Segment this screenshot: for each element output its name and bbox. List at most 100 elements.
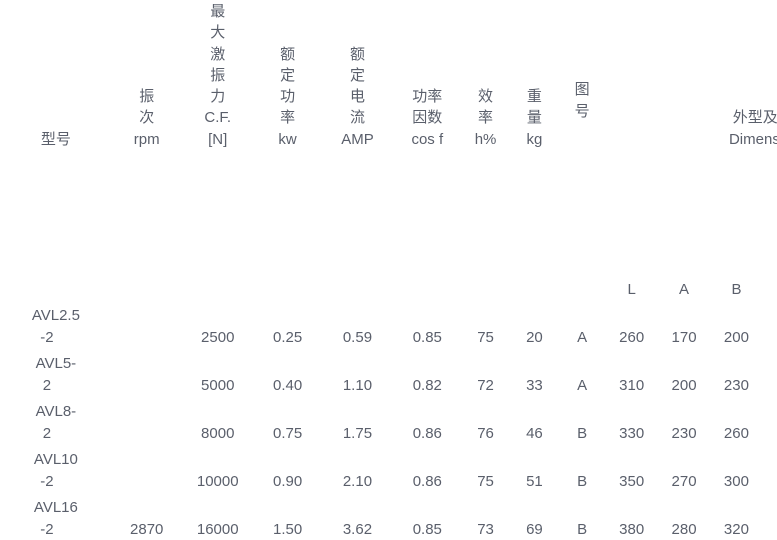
model-line-1: AVL10	[33, 451, 78, 469]
cell-dim-A: 170	[671, 328, 697, 346]
table-body: AVL2.5 -2 2870 2500 0.25 0.59 0.85 75 20…	[0, 300, 777, 540]
header-centrifugal-force: 最 大 激 振 力 C.F. [N]	[182, 0, 254, 150]
cell-model: AVL16 -2	[0, 492, 112, 540]
cell-dim-A: 270	[671, 472, 697, 490]
header-dimension-C: C	[763, 150, 777, 300]
cell-model: AVL8- 2	[0, 396, 112, 444]
model-line-1: AVL8-	[35, 403, 77, 421]
cell-weight: 46	[526, 424, 543, 442]
header-model: 型号	[0, 0, 112, 150]
cell-rated-current: 1.75	[342, 424, 373, 442]
header-cos-stack: 功率 因数 cos f	[394, 86, 462, 150]
model-line-2: -2	[40, 520, 54, 538]
cell-centrifugal-force: 8000	[201, 424, 235, 442]
header-rated-power: 额 定 功 率 kw	[254, 0, 322, 150]
cell-dim-B: 200	[723, 328, 749, 346]
cell-model: AVL2.5 -2	[0, 300, 112, 348]
cell-efficiency: 75	[477, 472, 494, 490]
cell-dim-B: 230	[723, 376, 749, 394]
header-amp-line-4: AMP	[341, 130, 374, 148]
table-header: 型号 振 次 rpm 最 大 激 振 力 C.F. [N]	[0, 0, 777, 300]
cell-centrifugal-force: 10000	[196, 472, 239, 490]
header-cf-line-4: 力	[210, 88, 226, 106]
header-cf-stack: 最 大 激 振 力 C.F. [N]	[182, 1, 254, 150]
model-line-2: -2	[40, 472, 54, 490]
header-spacer-rpm	[112, 150, 182, 300]
header-cf-line-5: C.F.	[204, 109, 232, 127]
cell-rpm-merged: 2870	[130, 520, 164, 538]
header-row: 型号 振 次 rpm 最 大 激 振 力 C.F. [N]	[0, 0, 777, 150]
header-weight-stack: 重 量 kg	[510, 86, 559, 150]
header-cos-line-1: 因数	[412, 109, 443, 127]
model-line-2: 2	[42, 424, 52, 442]
cell-weight: 33	[526, 376, 543, 394]
cell-dim-B: 300	[723, 472, 749, 490]
cell-dim-L: 330	[619, 424, 645, 442]
header-drawing-stack: 图 号	[559, 79, 606, 150]
header-kw-stack: 额 定 功 率 kw	[254, 44, 322, 150]
header-kw-line-0: 额	[280, 45, 296, 63]
cell-dim-L: 380	[619, 520, 645, 538]
header-weight-line-2: kg	[526, 130, 543, 148]
cell-model: AVL10 -2	[0, 444, 112, 492]
header-dimension-B: B	[731, 280, 742, 298]
cell-rated-power: 0.40	[272, 376, 303, 394]
header-weight: 重 量 kg	[510, 0, 559, 150]
header-amp-line-1: 定	[349, 66, 365, 84]
cell-dim-L: 350	[619, 472, 645, 490]
model-line-2: 2	[42, 376, 52, 394]
cell-dim-L: 260	[619, 328, 645, 346]
header-rpm-line-1: 次	[139, 109, 155, 127]
model-line-2: -2	[40, 328, 54, 346]
model-line-1: AVL2.5	[31, 307, 80, 325]
cell-rated-power: 0.75	[272, 424, 303, 442]
cell-rated-current: 0.59	[342, 328, 373, 346]
cell-drawing-number: B	[577, 520, 588, 538]
header-rpm-line-0: 振	[139, 88, 155, 106]
header-amp-line-0: 额	[349, 45, 365, 63]
header-cos-line-2: cos f	[411, 130, 444, 148]
cell-efficiency: 76	[477, 424, 494, 442]
cell-power-factor: 0.82	[412, 376, 442, 394]
header-dimension-group-en: Dimensior	[728, 130, 777, 148]
header-eff-stack: 效 率 h%	[461, 86, 510, 150]
header-spacer-kw	[254, 150, 322, 300]
cell-dim-C: 170	[763, 348, 777, 396]
cell-power-factor: 0.86	[412, 472, 442, 490]
header-amp-line-3: 流	[349, 109, 365, 127]
cell-rated-power: 1.50	[272, 520, 303, 538]
cell-weight: 20	[526, 328, 543, 346]
cell-rated-power: 0.90	[272, 472, 303, 490]
header-spacer-model	[0, 150, 112, 300]
cell-dim-C: 140	[763, 300, 777, 348]
cell-efficiency: 73	[477, 520, 494, 538]
header-dimension-letters-row: L A B C D E	[0, 150, 777, 300]
cell-power-factor: 0.86	[412, 424, 442, 442]
header-kw-line-1: 定	[280, 66, 296, 84]
cell-dim-A: 230	[671, 424, 697, 442]
header-model-stack: 型号	[0, 129, 112, 150]
header-dimension-group: 外型及安 Dimensior	[605, 0, 777, 150]
header-dimension-L: L	[627, 280, 636, 298]
header-drawing-number: 图 号	[559, 0, 606, 150]
cell-power-factor: 0.85	[412, 520, 442, 538]
cell-drawing-number: B	[577, 424, 588, 442]
cell-efficiency: 72	[477, 376, 494, 394]
cell-weight: 69	[526, 520, 543, 538]
header-cf-line-6: [N]	[208, 130, 228, 148]
table-row: AVL5- 2 5000 0.40 1.10 0.82 72 33 A 310 …	[0, 348, 777, 396]
model-line-1: AVL16	[33, 499, 78, 517]
cell-dim-B: 260	[723, 424, 749, 442]
cell-drawing-number: B	[577, 472, 588, 490]
cell-drawing-number: A	[577, 376, 588, 394]
header-kw-line-4: kw	[278, 130, 297, 148]
cell-dim-C: 190	[763, 396, 777, 444]
header-cos-line-0: 功率	[412, 88, 443, 106]
cell-centrifugal-force: 2500	[201, 328, 235, 346]
header-dimension-A: A	[679, 280, 690, 298]
header-eff-line-2: h%	[474, 130, 497, 148]
header-kw-line-2: 功	[280, 88, 296, 106]
header-dimension-group-zh: 外型及安	[732, 109, 777, 127]
header-eff-line-0: 效	[478, 88, 494, 106]
